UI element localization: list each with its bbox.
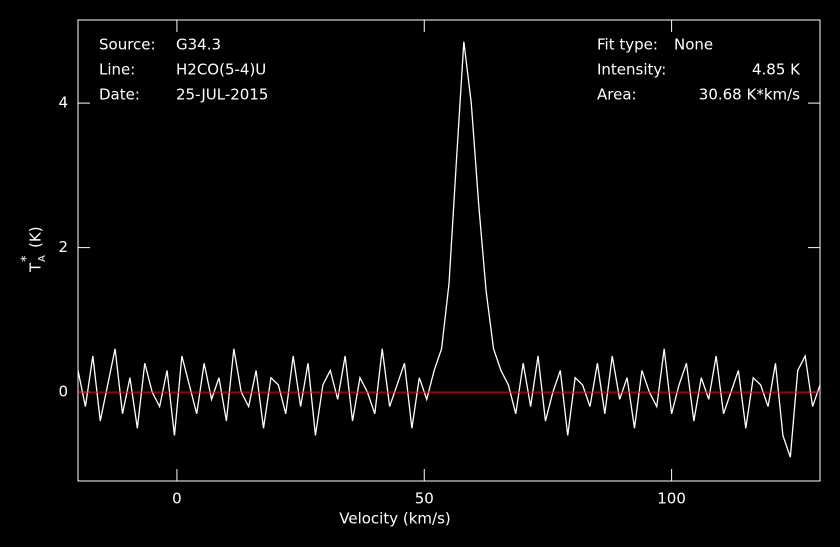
y-axis-label: T A * (K): [20, 226, 49, 273]
x-tick-label: 0: [172, 490, 182, 508]
annotation-value: 4.85 K: [752, 61, 801, 79]
annotation-label: Line:: [99, 61, 135, 79]
annotation-label: Date:: [99, 86, 140, 104]
annotation-value: 25-JUL-2015: [176, 86, 268, 104]
annotation-value: None: [674, 36, 713, 54]
y-label-symbol: T: [27, 262, 45, 273]
annotation-label: Source:: [99, 36, 156, 54]
annotation-value: 30.68 K*km/s: [699, 86, 800, 104]
spectrum-line: [77, 41, 821, 458]
y-tick-label: 0: [58, 383, 68, 401]
y-label-unit: (K): [27, 226, 45, 248]
x-tick-label: 50: [415, 490, 434, 508]
annotation-value: H2CO(5-4)U: [176, 61, 266, 79]
annotation-label: Intensity:: [597, 61, 666, 79]
annotation-label: Area:: [597, 86, 637, 104]
y-label-sub: A: [37, 255, 48, 262]
x-tick-label: 100: [657, 490, 686, 508]
y-label-sup: *: [20, 255, 35, 262]
y-tick-label: 2: [58, 238, 68, 256]
y-tick-label: 4: [58, 94, 68, 112]
plot-frame: [77, 19, 821, 482]
annotation-label: Fit type:: [597, 36, 658, 54]
x-axis-label: Velocity (km/s): [339, 510, 450, 528]
annotation-value: G34.3: [176, 36, 221, 54]
